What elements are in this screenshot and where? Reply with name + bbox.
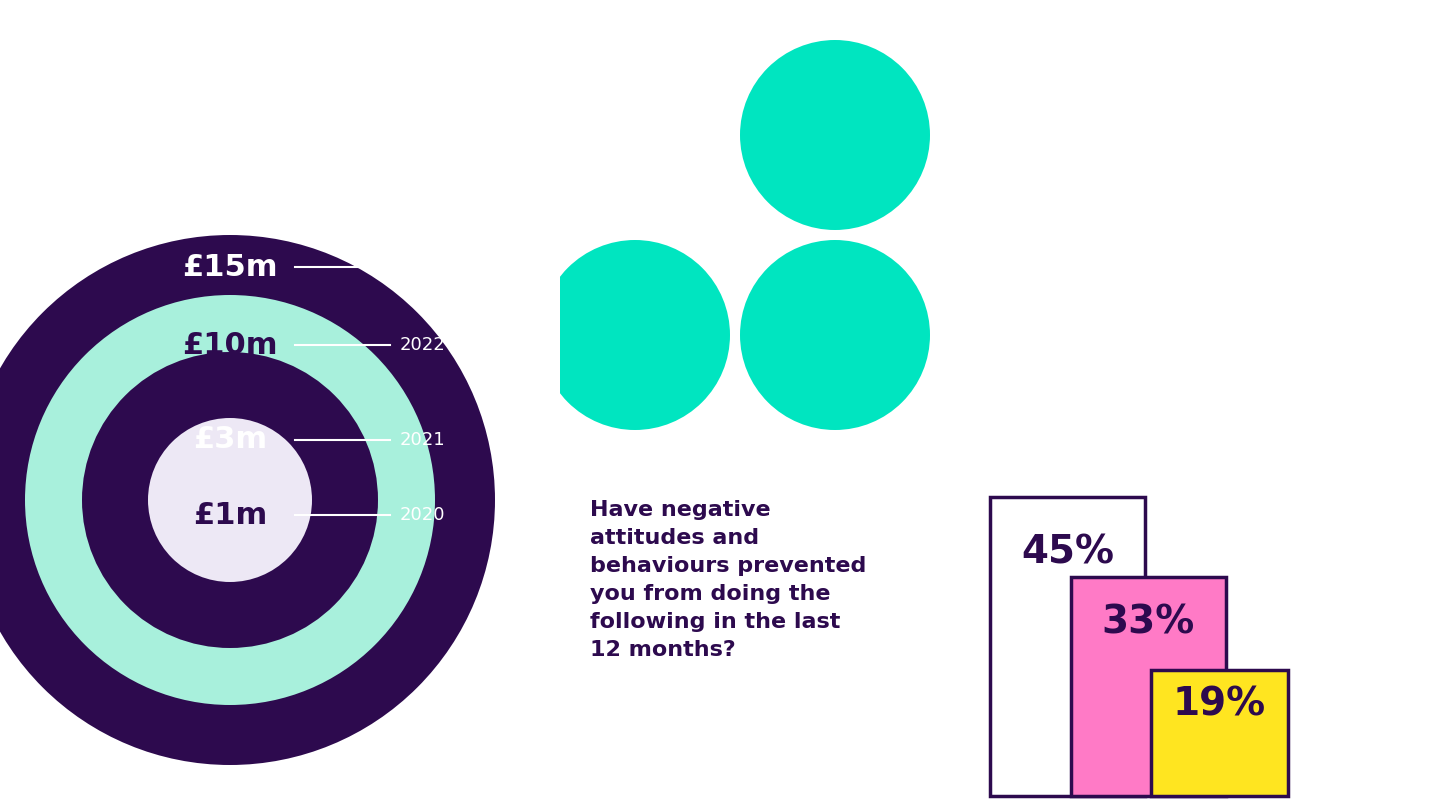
Circle shape [540, 40, 730, 230]
Circle shape [540, 240, 730, 430]
Text: £15m: £15m [183, 253, 278, 282]
Circle shape [740, 240, 930, 430]
Circle shape [0, 235, 495, 765]
Text: Have negative
attitudes and
behaviours prevented
you from doing the
following in: Have negative attitudes and behaviours p… [590, 500, 867, 660]
Text: £10m: £10m [183, 330, 278, 360]
Bar [1070, 577, 1225, 796]
Circle shape [740, 40, 930, 230]
Circle shape [148, 418, 312, 582]
Text: 45%: 45% [1021, 533, 1115, 571]
Text: £1m: £1m [193, 501, 268, 530]
Text: 33%: 33% [1102, 603, 1195, 642]
Text: £3m: £3m [193, 425, 266, 454]
Text: 2022: 2022 [400, 336, 446, 354]
Text: 2023: 2023 [400, 258, 446, 276]
Text: 2020: 2020 [400, 506, 445, 524]
Text: 19%: 19% [1172, 685, 1266, 723]
Circle shape [24, 295, 435, 705]
Text: Funding
from
investors: Funding from investors [35, 40, 340, 215]
Bar [1151, 670, 1287, 796]
Text: 2021: 2021 [400, 431, 445, 449]
Text: 1 in 4: 1 in 4 [971, 81, 1297, 182]
Bar [991, 497, 1145, 796]
Circle shape [82, 352, 377, 648]
Text: People in the
UK are disabled.: People in the UK are disabled. [971, 277, 1175, 335]
